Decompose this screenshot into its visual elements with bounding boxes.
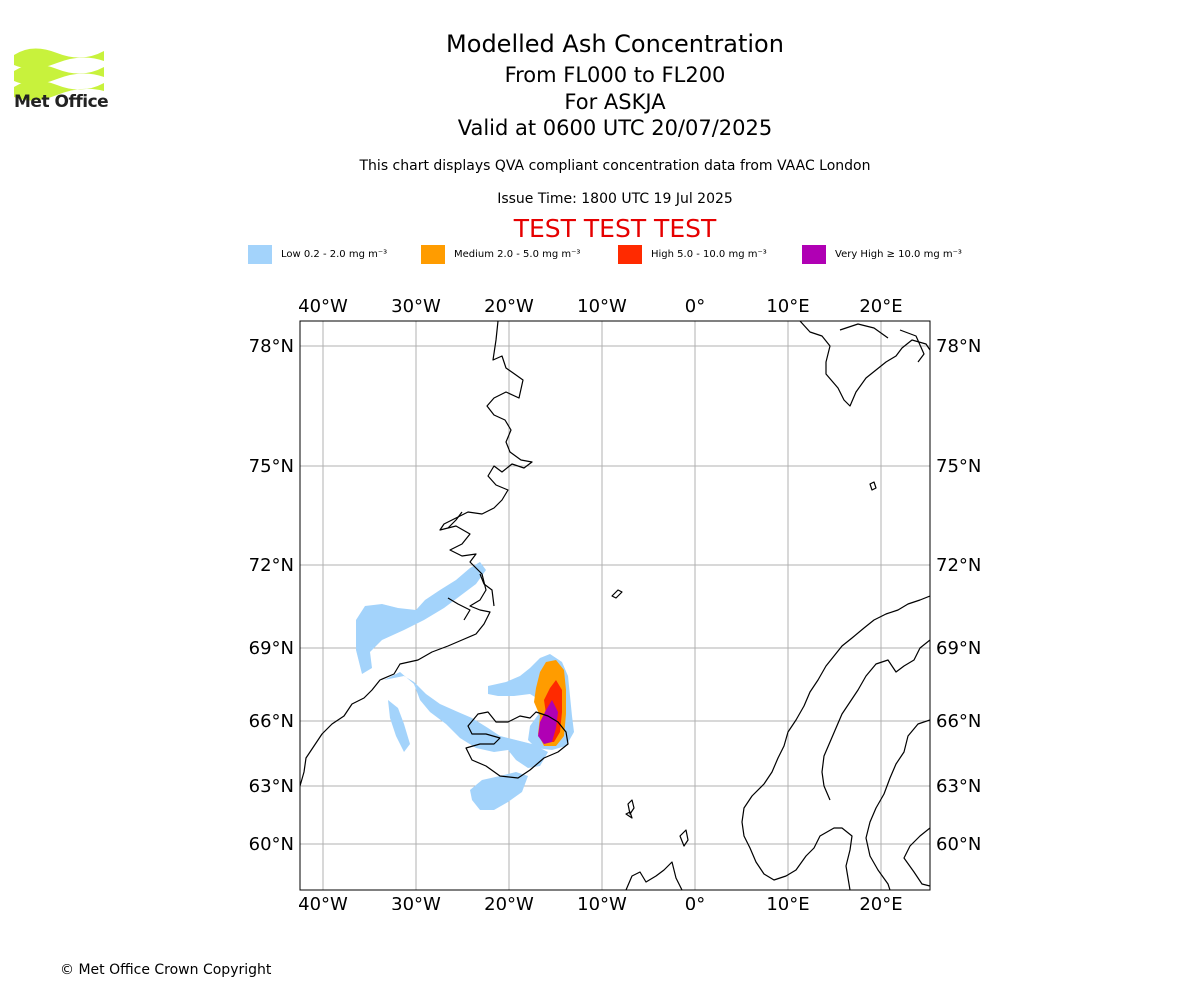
legend-swatch-low [248, 244, 272, 264]
legend-swatch-medium [421, 244, 445, 264]
legend-swatch-high [618, 244, 642, 264]
met-office-logo-icon [14, 48, 104, 101]
flight-levels: From FL000 to FL200 [504, 63, 726, 87]
ash-map: 40°W 30°W 20°W 10°W 0° 10°E 20°E 40°W 30… [249, 296, 982, 910]
lat-tick-left: 66°N [249, 711, 294, 732]
lon-tick-top: 10°E [766, 296, 809, 317]
lat-tick-right: 66°N [936, 711, 981, 732]
lon-tick-top: 20°W [484, 296, 534, 317]
legend-label-very-high: Very High ≥ 10.0 mg m⁻³ [835, 248, 962, 260]
lon-tick-bottom: 0° [685, 894, 705, 910]
lon-tick-top: 40°W [298, 296, 348, 317]
lat-tick-right: 60°N [936, 834, 981, 855]
map-frame [299, 320, 931, 891]
legend-label-high: High 5.0 - 10.0 mg m⁻³ [651, 248, 767, 260]
lat-tick-left: 72°N [249, 555, 294, 576]
lat-tick-right: 69°N [936, 638, 981, 659]
map-background [300, 321, 930, 890]
lat-tick-right: 78°N [936, 336, 981, 357]
lon-tick-bottom: 20°W [484, 894, 534, 910]
test-banner: TEST TEST TEST [513, 214, 717, 243]
lat-tick-left: 69°N [249, 638, 294, 659]
legend-item-very-high: Very High ≥ 10.0 mg m⁻³ [802, 244, 962, 264]
lon-tick-top: 10°W [577, 296, 627, 317]
lon-tick-top: 30°W [391, 296, 441, 317]
valid-time: Valid at 0600 UTC 20/07/2025 [457, 116, 773, 140]
lon-tick-bottom: 10°E [766, 894, 809, 910]
lat-tick-right: 72°N [936, 555, 981, 576]
legend-label-low: Low 0.2 - 2.0 mg m⁻³ [281, 248, 388, 260]
lon-tick-bottom: 20°E [859, 894, 902, 910]
lon-tick-top: 0° [685, 296, 705, 317]
copyright-notice: © Met Office Crown Copyright [60, 962, 272, 978]
gridlines [300, 321, 930, 890]
lat-tick-left: 63°N [249, 776, 294, 797]
legend-item-low: Low 0.2 - 2.0 mg m⁻³ [248, 244, 387, 264]
ash-very-high-area [538, 700, 558, 744]
legend-item-medium: Medium 2.0 - 5.0 mg m⁻³ [421, 244, 580, 264]
logo-text: Met Office [14, 92, 109, 112]
volcano-name: For ASKJA [564, 90, 666, 114]
lon-tick-top: 20°E [859, 296, 902, 317]
legend-item-high: High 5.0 - 10.0 mg m⁻³ [618, 244, 767, 264]
legend-swatch-very-high [802, 244, 826, 264]
chart-title: Modelled Ash Concentration [446, 30, 784, 58]
legend-label-medium: Medium 2.0 - 5.0 mg m⁻³ [454, 248, 581, 260]
lat-tick-left: 60°N [249, 834, 294, 855]
lat-tick-left: 78°N [249, 336, 294, 357]
lon-tick-bottom: 40°W [298, 894, 348, 910]
lon-tick-bottom: 30°W [391, 894, 441, 910]
issue-time: Issue Time: 1800 UTC 19 Jul 2025 [497, 191, 733, 207]
lon-tick-bottom: 10°W [577, 894, 627, 910]
coastlines [300, 321, 930, 890]
chart-description: This chart displays QVA compliant concen… [359, 158, 871, 174]
lat-tick-right: 63°N [936, 776, 981, 797]
lat-tick-left: 75°N [249, 456, 294, 477]
lat-tick-right: 75°N [936, 456, 981, 477]
